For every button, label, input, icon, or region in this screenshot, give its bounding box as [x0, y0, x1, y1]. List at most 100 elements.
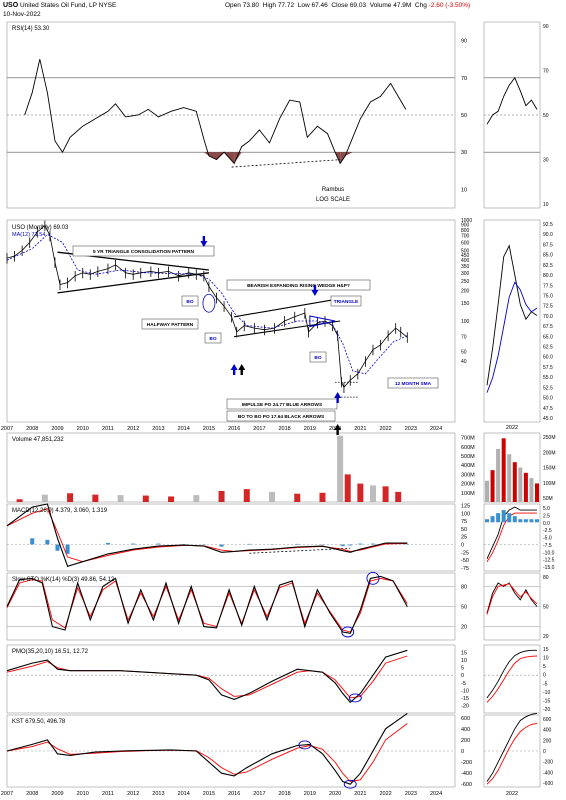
black-arrow — [238, 364, 246, 370]
right-pmo-tick: 5 — [543, 664, 546, 670]
open-label: Open — [225, 2, 241, 9]
halfway-ellipse — [202, 293, 216, 313]
volume-bar — [218, 490, 225, 502]
right-price-tick: 50.0 — [543, 396, 553, 402]
pmo-legend: PMO(35,20,10) 16.51, 12.72 — [12, 649, 89, 655]
bottom-x-axis-label: 2023 — [405, 791, 417, 797]
right-volume-tick: 50M — [543, 496, 553, 502]
slow_sto-tick: 50 — [461, 605, 467, 611]
kst-tick: 200 — [461, 738, 470, 744]
right-macd-histogram-bar — [518, 519, 523, 523]
annotation-box — [204, 332, 222, 344]
right-macd-tick: -15.0 — [543, 565, 555, 571]
bottom-x-axis-label: 2015 — [203, 791, 215, 797]
kst-low-circle — [343, 779, 357, 789]
right-macd-histogram-bar — [529, 519, 534, 523]
volume-bar — [168, 496, 175, 502]
right-macd-histogram-bar — [496, 513, 501, 523]
price-annotation: BO — [186, 299, 193, 305]
macd-tick: 100 — [461, 511, 470, 517]
right-sto-tick: 80 — [543, 575, 549, 581]
price-annotation: 12 MONTH SMA — [395, 381, 432, 387]
pmo-tick: -5 — [461, 681, 466, 687]
volume-legend: Volume 47,851,232 — [12, 437, 64, 443]
price-tick: 900 — [461, 223, 470, 229]
price-tick: 250 — [461, 279, 470, 285]
blue-arrow — [311, 290, 319, 296]
volume-bar — [395, 491, 402, 502]
right-price-tick: 87.5 — [543, 242, 553, 248]
macd-tick: -75 — [461, 566, 469, 572]
price-tick: 150 — [461, 301, 470, 307]
x-axis-label: 2022 — [379, 426, 391, 432]
x-axis-label: 2024 — [430, 426, 442, 432]
volume-bar — [337, 435, 344, 502]
blue-arrow — [232, 370, 236, 375]
kst-tick: 0 — [461, 749, 464, 755]
x-axis-label: 2019 — [304, 426, 316, 432]
right-rsi-tick: 30 — [543, 158, 549, 164]
price-tick: 500 — [461, 248, 470, 254]
rsi-legend: RSI(14) 53.30 — [12, 26, 50, 32]
panel-frame-pmo — [6, 644, 456, 714]
right-macd-tick: -10.0 — [543, 550, 555, 556]
macd-histogram-bar — [55, 544, 60, 551]
panel-frame-macd — [6, 503, 456, 572]
price-tick: 600 — [461, 240, 470, 246]
right-price-tick: 45.0 — [543, 416, 553, 422]
macd-tick: 75 — [461, 519, 467, 525]
blue-arrow — [334, 392, 342, 398]
bottom-x-axis-label: 2020 — [329, 791, 341, 797]
bottom-x-axis-label: 2008 — [26, 791, 38, 797]
right-pmo-tick: -5 — [543, 681, 548, 687]
rsi-oversold-fill — [340, 152, 346, 164]
right-macd-histogram-bar — [507, 513, 512, 523]
ohlc-line: Open 73.80 High 77.72 Low 67.46 Close 69… — [225, 2, 470, 9]
price-tick: 700 — [461, 234, 470, 240]
right-macd-histogram-bar — [490, 516, 495, 523]
x-axis-label: 2021 — [354, 426, 366, 432]
high-label: High — [262, 2, 276, 9]
rsi-tick: 10 — [461, 187, 467, 193]
macd-tick: 25 — [461, 535, 467, 541]
right-price-tick: 55.0 — [543, 375, 553, 381]
rsi-tick: 30 — [461, 150, 467, 156]
right-volume-tick: 150M — [543, 466, 556, 472]
price-annotation: BO — [314, 355, 321, 361]
right-macd-histogram-bar — [501, 510, 506, 523]
right-macd-tick: -5.0 — [543, 536, 552, 542]
annotation-box — [330, 295, 362, 307]
volume-tick: 400M — [461, 463, 475, 469]
right-macd-histogram-bar — [523, 519, 528, 523]
right-macd-tick: 5.0 — [543, 506, 550, 512]
right-macd-tick: -12.5 — [543, 558, 555, 564]
right-macd-histogram-bar — [485, 519, 489, 523]
blue-arrow — [230, 364, 238, 370]
right-panel-frame-volume — [483, 432, 541, 503]
rsi-oversold-fill — [208, 152, 217, 160]
volume-tick: 600M — [461, 445, 475, 451]
right-volume-bar — [507, 454, 512, 502]
pmo-signal-line — [6, 655, 408, 699]
volume-value: 47.9M — [393, 2, 412, 9]
pmo-tick: -15 — [461, 696, 469, 702]
right-volume-tick: 200M — [543, 450, 556, 456]
macd-histogram-bar — [30, 538, 35, 545]
price-annotation: BO TO BO PO 17.64 BLACK ARROWS — [238, 414, 325, 420]
right-kst-tick: 200 — [543, 738, 552, 744]
right-pmo-tick: -10 — [543, 690, 550, 696]
right-pmo-tick: -20 — [543, 707, 550, 713]
blue-arrow — [313, 285, 317, 290]
right-kst-line — [486, 712, 538, 782]
x-axis-label: 2015 — [203, 426, 215, 432]
right-kst-tick: -600 — [543, 781, 553, 787]
volume-tick: 300M — [461, 472, 475, 478]
pmo-main-line — [6, 649, 408, 704]
kst-tick: -400 — [461, 771, 472, 777]
right-rsi-tick: 70 — [543, 69, 549, 75]
high-value: 77.72 — [277, 2, 295, 9]
price-line — [6, 224, 408, 389]
price-tick: 50 — [461, 349, 467, 355]
volume-bar — [369, 485, 376, 502]
price-tick: 1000 — [461, 218, 472, 224]
